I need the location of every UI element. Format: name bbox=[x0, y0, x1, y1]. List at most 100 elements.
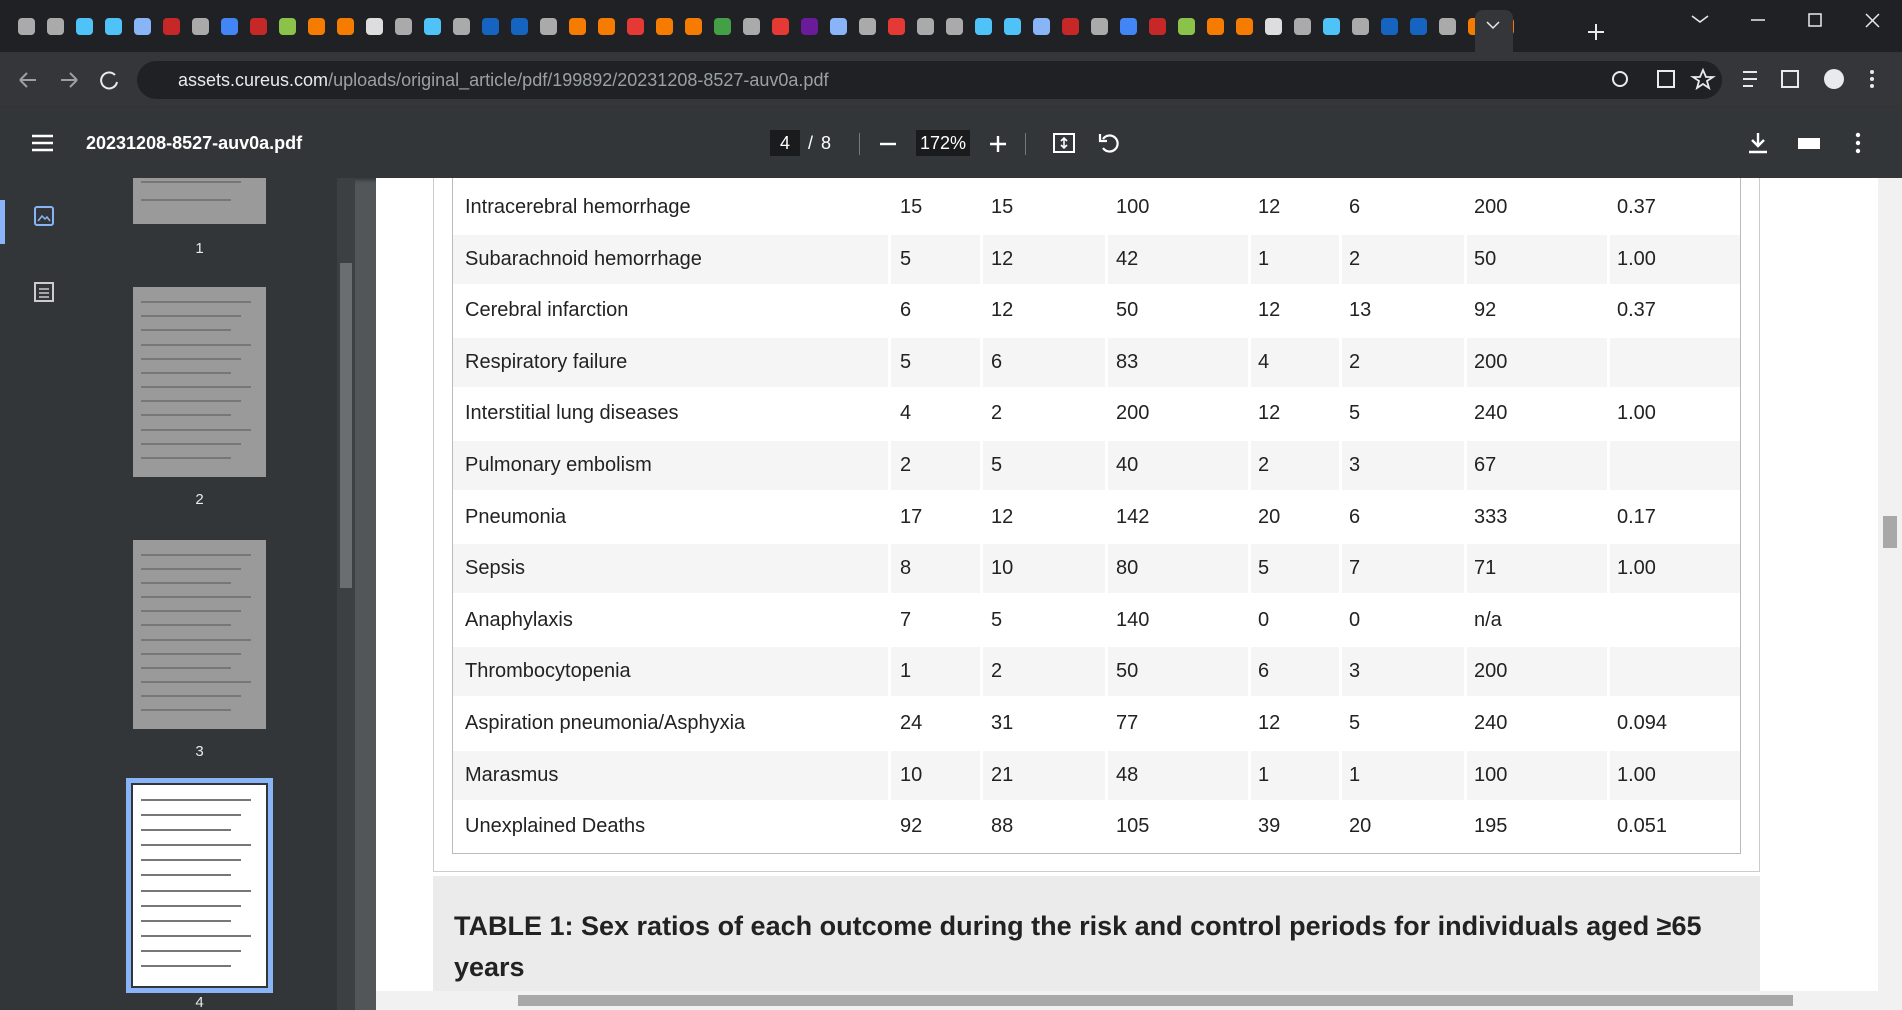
cell-separator bbox=[888, 802, 891, 852]
side-panel[interactable] bbox=[1781, 70, 1799, 88]
tab-favicon[interactable] bbox=[1062, 18, 1079, 35]
tab-favicon[interactable] bbox=[1091, 18, 1108, 35]
more[interactable] bbox=[1855, 148, 1861, 154]
tab-favicon[interactable] bbox=[76, 18, 93, 35]
new-tab[interactable] bbox=[1588, 24, 1604, 40]
menu-button[interactable] bbox=[30, 133, 56, 153]
tab-favicon[interactable] bbox=[221, 18, 238, 35]
zoom-icon[interactable] bbox=[1612, 71, 1628, 87]
tab-favicon[interactable] bbox=[47, 18, 64, 35]
bookmark-star[interactable] bbox=[1690, 67, 1716, 91]
tab-favicon[interactable] bbox=[1439, 18, 1456, 35]
scroll-thumb[interactable] bbox=[340, 263, 352, 588]
forward[interactable] bbox=[61, 72, 78, 88]
tab-favicon[interactable] bbox=[1149, 18, 1166, 35]
tab-favicon[interactable] bbox=[163, 18, 180, 35]
thumbnails-tab[interactable] bbox=[33, 205, 55, 227]
tab-favicon[interactable] bbox=[859, 18, 876, 35]
v-scrollbar[interactable] bbox=[1878, 178, 1902, 991]
sidebar-scrollbar[interactable] bbox=[337, 178, 355, 1010]
tab-favicon[interactable] bbox=[482, 18, 499, 35]
tab-favicon[interactable] bbox=[1323, 18, 1340, 35]
tab-favicon[interactable] bbox=[308, 18, 325, 35]
tab-favicon[interactable] bbox=[540, 18, 557, 35]
more[interactable] bbox=[1855, 140, 1861, 146]
page-input[interactable]: 4 bbox=[770, 130, 800, 156]
tab-favicon[interactable] bbox=[1033, 18, 1050, 35]
active-tab[interactable] bbox=[1475, 10, 1513, 52]
tab-favicon[interactable] bbox=[1265, 18, 1282, 35]
back[interactable] bbox=[19, 72, 36, 88]
tab-favicon[interactable] bbox=[1352, 18, 1369, 35]
tab-favicon[interactable] bbox=[946, 18, 963, 35]
tab-favicon[interactable] bbox=[569, 18, 586, 35]
scroll-thumb[interactable] bbox=[518, 995, 1793, 1006]
tab-favicon[interactable] bbox=[511, 18, 528, 35]
tab-favicon[interactable] bbox=[1410, 18, 1427, 35]
tab-favicon[interactable] bbox=[801, 18, 818, 35]
tab-favicon[interactable] bbox=[337, 18, 354, 35]
tab-favicon[interactable] bbox=[1120, 18, 1137, 35]
cell-separator bbox=[1607, 647, 1610, 697]
menu-dot[interactable] bbox=[1870, 70, 1874, 74]
scroll-thumb[interactable] bbox=[1883, 516, 1897, 548]
tab-favicon[interactable] bbox=[917, 18, 934, 35]
share-icon[interactable] bbox=[1657, 70, 1675, 88]
tab-favicon[interactable] bbox=[1178, 18, 1195, 35]
maximize[interactable] bbox=[1808, 13, 1822, 27]
tab-favicon[interactable] bbox=[18, 18, 35, 35]
more[interactable] bbox=[1855, 132, 1861, 138]
tab-favicon[interactable] bbox=[888, 18, 905, 35]
tab-favicon[interactable] bbox=[424, 18, 441, 35]
tab-favicon[interactable] bbox=[1294, 18, 1311, 35]
table-cell: 15 bbox=[900, 196, 923, 218]
tab-favicon[interactable] bbox=[1004, 18, 1021, 35]
tab-favicon[interactable] bbox=[105, 18, 122, 35]
fit-page[interactable] bbox=[1052, 132, 1076, 154]
omnibox[interactable] bbox=[137, 61, 1722, 99]
tab-favicon[interactable] bbox=[975, 18, 992, 35]
tab-favicon[interactable] bbox=[192, 18, 209, 35]
tab-favicon[interactable] bbox=[830, 18, 847, 35]
page-thumbnail[interactable] bbox=[126, 778, 273, 993]
cell-separator bbox=[1105, 389, 1108, 439]
close-window[interactable] bbox=[1865, 13, 1880, 28]
download[interactable] bbox=[1749, 133, 1767, 154]
tab-favicon[interactable] bbox=[395, 18, 412, 35]
page-thumbnail[interactable] bbox=[133, 178, 266, 224]
tab-favicon[interactable] bbox=[656, 18, 673, 35]
close-tab[interactable] bbox=[1486, 21, 1500, 30]
print[interactable] bbox=[1798, 138, 1820, 149]
reload[interactable] bbox=[100, 71, 118, 90]
zoom-input[interactable]: 172% bbox=[916, 130, 970, 156]
zoom-in[interactable] bbox=[988, 134, 1008, 154]
tab-favicon[interactable] bbox=[1236, 18, 1253, 35]
table-cell: 1 bbox=[1258, 247, 1270, 270]
page-thumbnail[interactable] bbox=[133, 287, 266, 477]
tab-favicon[interactable] bbox=[685, 18, 702, 35]
tab-favicon[interactable] bbox=[134, 18, 151, 35]
tab-favicon[interactable] bbox=[743, 18, 760, 35]
rotate[interactable] bbox=[1097, 131, 1121, 155]
tab-favicon[interactable] bbox=[1381, 18, 1398, 35]
tab-favicon[interactable] bbox=[598, 18, 615, 35]
tab-favicon[interactable] bbox=[627, 18, 644, 35]
tab-favicon[interactable] bbox=[453, 18, 470, 35]
menu-dot[interactable] bbox=[1870, 84, 1874, 88]
profile[interactable] bbox=[1824, 69, 1844, 89]
h-scrollbar[interactable] bbox=[376, 991, 1902, 1010]
thumbnail-line bbox=[141, 329, 231, 332]
tab-favicon[interactable] bbox=[366, 18, 383, 35]
table-row bbox=[453, 595, 1740, 645]
page-thumbnail[interactable] bbox=[133, 540, 266, 729]
tab-favicon[interactable] bbox=[772, 18, 789, 35]
tab-favicon[interactable] bbox=[1207, 18, 1224, 35]
tab-favicon[interactable] bbox=[250, 18, 267, 35]
tab-search[interactable] bbox=[1691, 15, 1709, 23]
zoom-out[interactable] bbox=[878, 134, 898, 154]
reading-list[interactable] bbox=[1743, 71, 1757, 87]
tab-favicon[interactable] bbox=[714, 18, 731, 35]
tab-favicon[interactable] bbox=[279, 18, 296, 35]
menu-dot[interactable] bbox=[1870, 77, 1874, 81]
outline-tab[interactable] bbox=[33, 281, 55, 303]
